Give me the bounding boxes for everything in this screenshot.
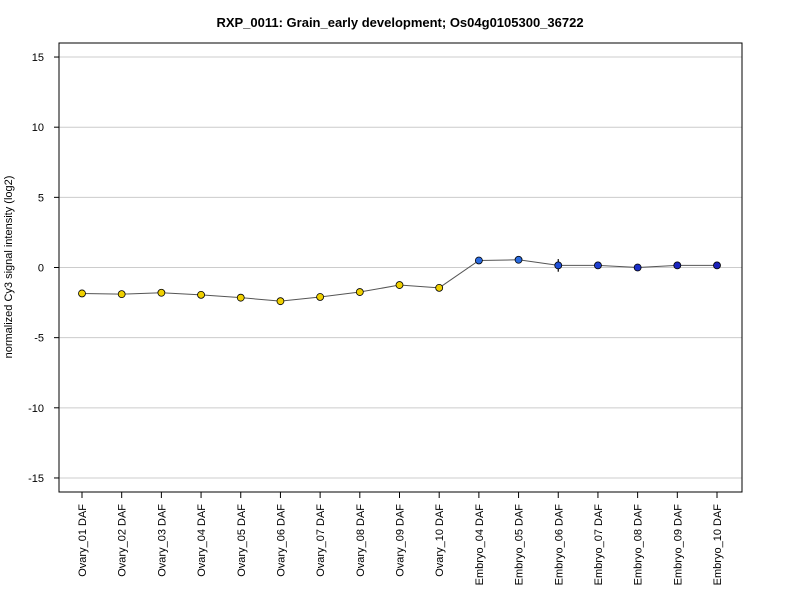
grid — [59, 56, 742, 479]
data-point — [474, 256, 483, 265]
x-tick-label: Embryo_04 DAF — [474, 504, 486, 586]
x-tick-label: Ovary_02 DAF — [117, 504, 129, 577]
x-tick-label: Ovary_08 DAF — [355, 504, 367, 577]
data-point — [594, 261, 602, 270]
y-axis-label: normalized Cy3 signal intensity (log2) — [3, 176, 15, 359]
y-tick-label: -15 — [28, 473, 44, 485]
x-tick-label: Embryo_10 DAF — [712, 504, 724, 586]
x-axis: Ovary_01 DAF Ovary_02 DAF Ovary_03 DAF Ovar… — [77, 492, 724, 585]
data-point — [276, 297, 285, 306]
y-tick-label: 10 — [32, 122, 44, 134]
data-point — [554, 261, 563, 270]
x-tick-label: Embryo_07 DAF — [593, 504, 605, 586]
data-point — [316, 293, 325, 301]
data-point — [157, 288, 166, 297]
data-point — [236, 293, 245, 302]
x-tick-label: Ovary_03 DAF — [156, 504, 168, 577]
x-tick-label: Embryo_05 DAF — [514, 504, 526, 586]
x-tick-label: Ovary_07 DAF — [315, 504, 327, 577]
series-line — [81, 259, 717, 302]
x-tick-label: Embryo_06 DAF — [553, 504, 565, 586]
x-tick-label: Embryo_09 DAF — [672, 504, 684, 586]
y-axis: -15 -10 -5 0 5 10 15 — [28, 52, 59, 485]
data-point — [355, 288, 364, 296]
data-point — [78, 289, 86, 298]
chart-title: RXP_0011: Grain_early development; Os04g… — [216, 15, 583, 30]
x-tick-label: Ovary_05 DAF — [236, 504, 248, 577]
y-tick-label: -10 — [28, 403, 44, 415]
y-tick-label: 5 — [38, 192, 44, 204]
x-tick-label: Ovary_10 DAF — [434, 504, 446, 577]
x-tick-label: Embryo_08 DAF — [633, 504, 645, 586]
x-tick-label: Ovary_04 DAF — [196, 504, 208, 577]
x-tick-label: Ovary_09 DAF — [395, 504, 407, 577]
data-point — [673, 261, 682, 270]
data-point — [713, 261, 721, 270]
data-point — [117, 290, 126, 299]
data-point — [633, 263, 642, 272]
data-point — [514, 255, 523, 264]
x-tick-label: Ovary_01 DAF — [77, 504, 89, 577]
x-tick-label: Ovary_06 DAF — [275, 504, 287, 577]
series-group — [78, 255, 721, 306]
data-point — [395, 281, 404, 289]
y-tick-label: 0 — [38, 263, 44, 275]
data-point — [197, 290, 205, 299]
y-tick-label: -5 — [34, 333, 44, 345]
data-point — [435, 283, 444, 292]
y-tick-label: 15 — [32, 52, 44, 64]
